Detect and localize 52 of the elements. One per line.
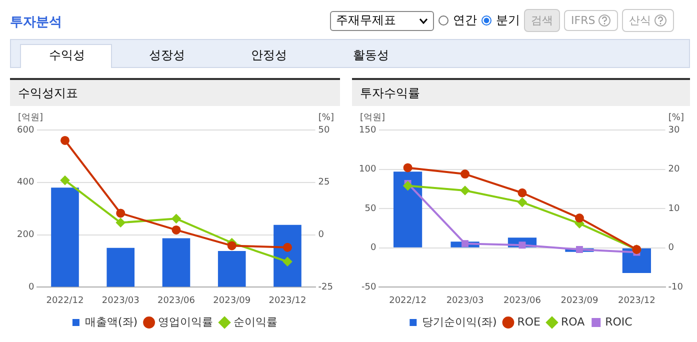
y-axis-title: [억원] [18, 112, 44, 123]
y-tick-label: -50 [361, 282, 376, 293]
legend-label: 당기순이익(좌) [422, 315, 497, 328]
legend-label: ROE [517, 315, 541, 328]
y-tick-label: 150 [358, 125, 376, 136]
y2-tick-label: 20 [668, 164, 680, 175]
y-axis-title: [억원] [360, 112, 386, 123]
text: 수익성 [49, 47, 85, 64]
y2-tick-label: 0 [318, 230, 324, 240]
legend-label: ROIC [605, 315, 633, 328]
x-tick-label: 2023/12 [268, 296, 306, 306]
x-tick-label: 2023/06 [158, 296, 196, 306]
x-tick-label: 2022/12 [46, 296, 84, 306]
y2-axis-title: [%] [668, 112, 684, 123]
y-tick-label: 400 [16, 178, 34, 188]
text: 안정성 [251, 47, 287, 64]
text: 검색 [524, 9, 560, 32]
x-tick-label: 2022/12 [389, 296, 426, 306]
y2-tick-label: -10 [668, 282, 684, 293]
text: 성장성 [149, 47, 185, 64]
y-tick-label: 0 [28, 282, 34, 293]
x-tick-label: 2023/12 [618, 296, 656, 306]
chart-title: 투자수익률 [352, 80, 690, 106]
y2-tick-label: 10 [668, 204, 680, 214]
legend-label: 순이익률 [234, 315, 278, 328]
text: IFRS [564, 10, 618, 31]
y-tick-label: 200 [16, 230, 34, 240]
y2-tick-label: 50 [318, 125, 330, 136]
legend-label: 매출액(좌) [84, 315, 138, 328]
y2-tick-label: 25 [318, 178, 330, 188]
text: 연간 [453, 12, 477, 29]
y2-tick-label: 30 [668, 125, 680, 136]
y2-tick-label: 0 [668, 243, 674, 254]
y2-axis-title: [%] [318, 112, 334, 123]
text: 활동성 [353, 47, 389, 64]
x-tick-label: 2023/09 [560, 296, 598, 306]
x-tick-label: 2023/03 [446, 296, 484, 306]
legend-label: ROA [560, 315, 586, 328]
text: 주재무제표 [336, 12, 396, 29]
y-tick-label: 100 [358, 164, 376, 175]
y-tick-label: 0 [370, 243, 376, 254]
text: 분기 [496, 12, 520, 29]
chart-title: 수익성지표 [10, 80, 340, 106]
y-tick-label: 50 [364, 204, 376, 214]
x-tick-label: 2023/03 [102, 296, 140, 306]
x-tick-label: 2023/09 [213, 296, 251, 306]
text: 산식 [622, 9, 674, 32]
y2-tick-label: -25 [318, 282, 334, 293]
text: 투자분석 [10, 14, 62, 31]
x-tick-label: 2023/06 [504, 296, 542, 306]
y-tick-label: 600 [16, 125, 34, 136]
legend-label: 영업이익률 [158, 315, 214, 328]
